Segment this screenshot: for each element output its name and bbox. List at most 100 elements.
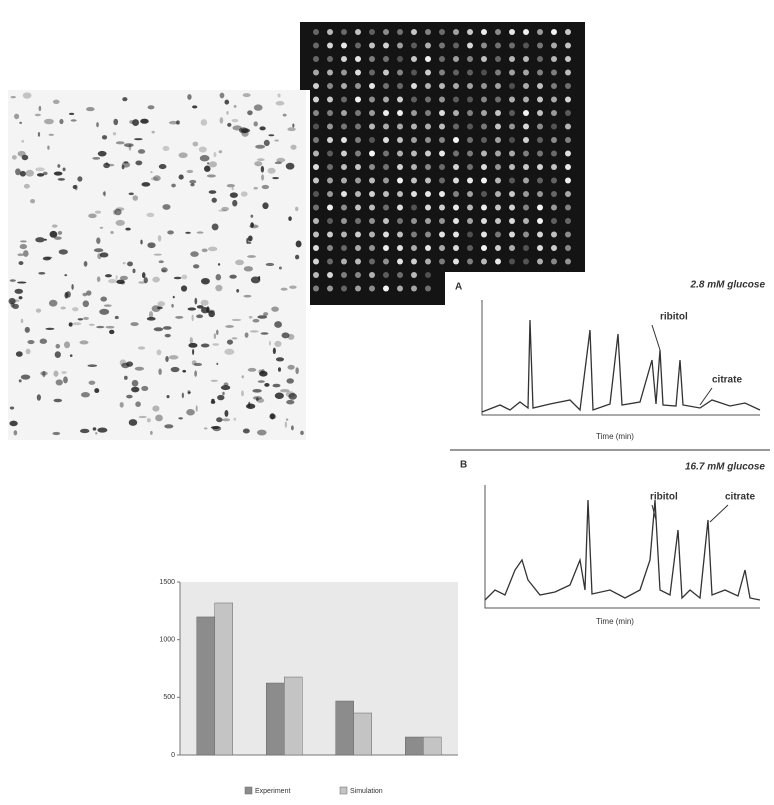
array-spot [537, 110, 543, 116]
bar [423, 737, 441, 755]
array-spot [341, 218, 347, 224]
array-spot [551, 97, 557, 103]
gel-spot [163, 326, 172, 330]
gel-spot [56, 379, 63, 385]
array-spot [565, 29, 571, 35]
gel-spot [211, 426, 220, 429]
array-spot [467, 259, 473, 265]
array-spot [523, 218, 529, 224]
gel-spot [10, 407, 14, 410]
array-spot [383, 70, 389, 76]
array-spot [481, 70, 487, 76]
array-spot [565, 97, 571, 103]
array-spot [481, 83, 487, 89]
gel-spot [201, 119, 208, 126]
array-spot [327, 97, 333, 103]
array-spot [551, 151, 557, 157]
array-spot [565, 124, 571, 130]
array-spot [313, 70, 319, 76]
gel-spot [122, 97, 127, 101]
gel-spot [127, 262, 133, 267]
gel-spot [96, 122, 99, 127]
gel-spot [158, 235, 162, 242]
gel-spot [150, 171, 152, 173]
gel-spot [35, 237, 44, 242]
gel-spot [285, 421, 287, 428]
array-spot [453, 218, 459, 224]
gel-spot [103, 163, 110, 168]
array-spot [453, 83, 459, 89]
chromatogram-b: B 16.7 mM glucose ribitol citrate Time (… [460, 460, 765, 626]
gel-spot [182, 370, 186, 373]
array-spot [425, 245, 431, 251]
array-spot [411, 191, 417, 197]
gel-spot [243, 93, 251, 97]
array-spot [411, 97, 417, 103]
array-spot [453, 245, 459, 251]
array-spot [397, 218, 403, 224]
array-spot [341, 151, 347, 157]
gel-spot [227, 339, 233, 344]
gel-spot [279, 266, 282, 269]
array-spot [425, 259, 431, 265]
gel-spot [283, 114, 287, 117]
gel-spot [21, 374, 30, 379]
gel-spot [162, 204, 170, 210]
array-spot [425, 137, 431, 143]
array-spot [397, 29, 403, 35]
legend-label: Experiment [255, 788, 290, 795]
array-spot [551, 191, 557, 197]
gel-spot [232, 187, 234, 190]
gel-spot [152, 277, 160, 283]
array-spot [467, 43, 473, 49]
gel-spot [80, 429, 89, 433]
array-spot [439, 97, 445, 103]
y-tick-label: 1000 [159, 637, 175, 644]
array-spot [551, 178, 557, 184]
gel-spot [261, 332, 269, 334]
gel-spot [190, 337, 193, 343]
gel-spot [55, 351, 61, 358]
array-spot [313, 232, 319, 238]
array-spot [369, 164, 375, 170]
gel-spot [286, 163, 295, 170]
bar [405, 737, 423, 755]
array-spot [453, 137, 459, 143]
array-spot [537, 97, 543, 103]
gel-spot [164, 424, 173, 428]
gel-spot [196, 314, 203, 318]
array-spot [341, 286, 347, 292]
microarray-image [300, 22, 585, 305]
array-spot [369, 259, 375, 265]
array-spot [439, 205, 445, 211]
gel-spot [38, 272, 45, 275]
gel-spot [201, 300, 209, 306]
array-spot [453, 29, 459, 35]
array-spot [327, 43, 333, 49]
gel-spot [211, 380, 218, 382]
axes [485, 485, 760, 608]
array-spot [369, 97, 375, 103]
array-spot [313, 259, 319, 265]
annotation: ribitol [660, 312, 688, 323]
gel-spot [197, 305, 204, 308]
gel-spot [262, 202, 268, 209]
array-spot [439, 70, 445, 76]
array-spot [341, 272, 347, 278]
gel-spot [224, 100, 229, 105]
array-spot [411, 29, 417, 35]
gel-spot [87, 364, 97, 367]
array-spot [313, 272, 319, 278]
array-spot [383, 286, 389, 292]
gel-spot [243, 429, 250, 434]
gel-spot [244, 266, 253, 271]
gel-spot [216, 274, 222, 280]
array-spot [523, 259, 529, 265]
array-spot [481, 137, 487, 143]
legend-swatch [245, 787, 252, 794]
array-spot [509, 164, 515, 170]
array-spot [383, 259, 389, 265]
gel-spot [287, 127, 295, 131]
gel-spot [157, 350, 162, 356]
gel-spot [27, 340, 34, 344]
